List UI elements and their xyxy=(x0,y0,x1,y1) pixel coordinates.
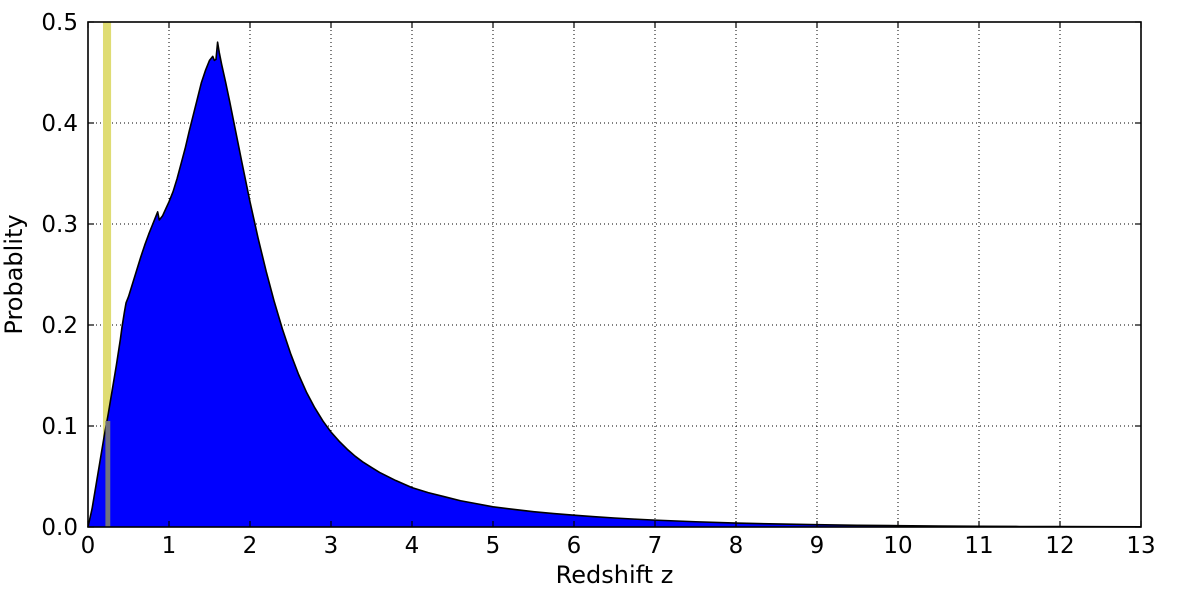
x-tick-label: 11 xyxy=(964,533,993,559)
x-tick-label: 4 xyxy=(405,533,420,559)
tick-labels: 0 1 2 3 4 5 6 7 8 9 10 11 12 130.00.10.20.30.40.5 xyxy=(41,10,1155,559)
x-axis-title: Redshift z xyxy=(556,561,674,589)
x-tick-label: 3 xyxy=(324,533,339,559)
y-axis-title: Probablity xyxy=(0,214,28,334)
y-tick-label: 0.4 xyxy=(41,111,78,137)
x-tick-label: 7 xyxy=(648,533,663,559)
yellow-highlight-band xyxy=(102,22,112,527)
series-area-fill xyxy=(88,42,1141,527)
data-series-layer xyxy=(87,41,1142,528)
x-tick-label: 6 xyxy=(567,533,582,559)
y-tick-label: 0.3 xyxy=(41,212,78,238)
x-tick-label: 8 xyxy=(729,533,744,559)
axes-frame-rect xyxy=(87,21,1142,528)
x-tick-label: 13 xyxy=(1126,533,1155,559)
x-tick-label: 2 xyxy=(243,533,258,559)
grid-lines xyxy=(88,22,1141,527)
x-tick-label: 5 xyxy=(486,533,501,559)
y-tick-label: 0.5 xyxy=(41,10,78,36)
axes-frame xyxy=(87,21,1142,528)
x-tick-label: 1 xyxy=(162,533,177,559)
x-tick-label: 12 xyxy=(1045,533,1074,559)
x-tick-label: 9 xyxy=(810,533,825,559)
gray-highlight-band xyxy=(105,420,111,527)
x-tick-label: 0 xyxy=(81,533,96,559)
y-tick-label: 0.1 xyxy=(41,414,78,440)
x-tick-label: 10 xyxy=(883,533,912,559)
y-tick-label: 0.2 xyxy=(41,313,78,339)
y-tick-label: 0.0 xyxy=(41,515,78,541)
highlight-bands xyxy=(102,22,112,527)
series-outline xyxy=(87,41,1142,528)
